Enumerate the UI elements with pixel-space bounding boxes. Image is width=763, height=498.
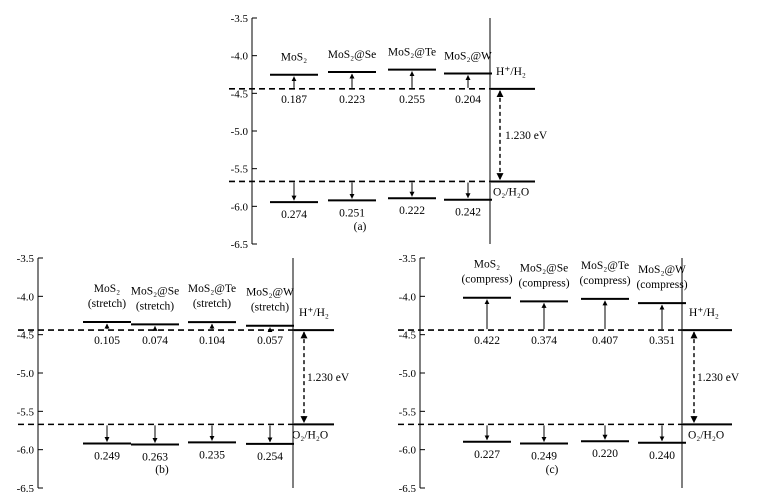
cb-offset-value: 0.374: [531, 335, 557, 347]
material-condition: (compress): [636, 279, 687, 291]
cb-offset-value: 0.407: [592, 335, 618, 347]
h-ref-label: H⁺/H₂: [496, 66, 526, 78]
cb-offset-value: 0.105: [94, 335, 120, 347]
cb-offset-value: 0.074: [142, 335, 168, 347]
vb-offset-value: 0.235: [199, 449, 225, 461]
y-tick-label: -3.5: [17, 253, 35, 265]
cb-offset-value: 0.187: [281, 94, 307, 106]
material-name: MoS₂@Te: [581, 260, 629, 272]
material-name: MoS₂@Se: [131, 285, 179, 297]
material-name: MoS₂: [474, 259, 500, 271]
panel-b: -3.5 -4.0 -4.5 -5.0 -5.5 -6.0 -6.5 1.230 eV H⁺/H…: [17, 253, 350, 495]
material-name: MoS₂@W: [638, 264, 686, 276]
material-name: MoS₂@W: [444, 50, 492, 62]
panel-a: -3.5 -4.0 -4.5 -5.0 -5.5 -6.0 -6.5 1.230 eV H⁺/H…: [229, 13, 548, 251]
material-name: MoS₂@Te: [188, 283, 236, 295]
y-tick-label: -6.5: [17, 483, 35, 495]
y-tick-label: -4.0: [399, 291, 417, 303]
y-tick-label: -4.5: [231, 88, 249, 100]
o-ref-label: O₂/H₂O: [688, 429, 724, 441]
vb-offset-value: 0.249: [94, 450, 120, 462]
y-tick-label: -6.0: [399, 445, 417, 457]
material-name: MoS₂: [94, 283, 120, 295]
cb-offset-value: 0.255: [399, 94, 425, 106]
y-tick-label: -5.0: [231, 126, 249, 138]
o-ref-label: O₂/H₂O: [493, 186, 529, 198]
cb-offset-value: 0.422: [474, 335, 500, 347]
vb-offset-value: 0.274: [281, 209, 307, 221]
panel-caption: (c): [546, 464, 559, 476]
cb-offset-value: 0.057: [257, 335, 283, 347]
y-tick-label: -4.0: [17, 291, 35, 303]
vb-offset-value: 0.251: [339, 207, 365, 219]
cb-offset-value: 0.204: [455, 94, 481, 106]
panel-caption: (a): [354, 221, 367, 233]
material-condition: (compress): [518, 277, 569, 289]
vb-offset-value: 0.263: [142, 452, 168, 464]
vb-offset-value: 0.222: [399, 205, 425, 217]
panel-c: -3.5 -4.0 -4.5 -5.0 -5.5 -6.0 -6.5 1.230 eV H⁺/H…: [398, 253, 740, 495]
material-name: MoS₂@Se: [520, 262, 568, 274]
vb-offset-value: 0.220: [592, 448, 618, 460]
vb-offset-value: 0.227: [474, 449, 500, 461]
y-tick-label: -6.0: [231, 201, 249, 213]
cb-offset-value: 0.223: [339, 94, 365, 106]
y-tick-label: -6.5: [399, 483, 417, 495]
material-condition: (stretch): [251, 302, 289, 314]
material-name: MoS₂@Te: [388, 47, 436, 59]
o-ref-label: O₂/H₂O: [292, 429, 328, 441]
material-name: MoS₂@W: [246, 287, 294, 299]
y-tick-label: -5.5: [231, 164, 249, 176]
material-name: MoS₂: [281, 52, 307, 64]
material-condition: (stretch): [88, 298, 126, 310]
material-condition: (compress): [461, 274, 512, 286]
h-ref-label: H⁺/H₂: [299, 307, 329, 319]
cb-offset-value: 0.104: [199, 335, 225, 347]
y-tick-label: -4.5: [399, 330, 417, 342]
gap-label: 1.230 eV: [697, 372, 740, 384]
vb-offset-value: 0.254: [257, 451, 283, 463]
y-tick-label: -4.5: [17, 330, 35, 342]
y-tick-label: -5.0: [17, 368, 35, 380]
material-condition: (stretch): [136, 300, 174, 312]
vb-offset-value: 0.249: [531, 450, 557, 462]
y-tick-label: -6.5: [231, 239, 249, 251]
panel-caption: (b): [155, 464, 169, 476]
material-condition: (stretch): [193, 298, 231, 310]
material-name: MoS₂@Se: [328, 49, 376, 61]
y-tick-label: -4.0: [231, 51, 249, 63]
y-tick-label: -6.0: [17, 445, 35, 457]
y-tick-label: -5.5: [399, 406, 417, 418]
y-tick-label: -3.5: [231, 13, 249, 25]
y-tick-label: -5.0: [399, 368, 417, 380]
vb-offset-value: 0.242: [455, 207, 481, 219]
cb-offset-value: 0.351: [649, 335, 675, 347]
material-condition: (compress): [579, 275, 630, 287]
y-tick-label: -5.5: [17, 406, 35, 418]
vb-offset-value: 0.240: [649, 450, 675, 462]
y-tick-label: -3.5: [399, 253, 417, 265]
gap-label: 1.230 eV: [307, 372, 350, 384]
h-ref-label: H⁺/H₂: [689, 307, 719, 319]
gap-label: 1.230 eV: [505, 130, 548, 142]
